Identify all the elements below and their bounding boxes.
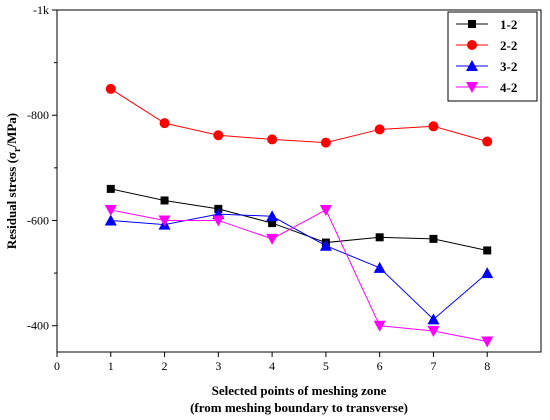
legend-items: 1-2 2-2 3-2 4-2 <box>456 17 517 95</box>
data-point-4-2-5 <box>319 204 332 216</box>
series-lines <box>104 83 494 348</box>
x-tick-label-6: 6 <box>377 359 383 373</box>
data-point-4-2-2 <box>158 215 171 227</box>
x-tick-label-8: 8 <box>484 359 490 373</box>
data-point-3-2-4 <box>266 210 279 222</box>
data-point-3-2-6 <box>373 261 386 273</box>
data-point-4-2-1 <box>104 204 117 216</box>
x-tick-label-3: 3 <box>215 359 221 373</box>
y-tick-label-400: -400 <box>27 319 49 333</box>
data-point-2-2-3 <box>213 130 224 141</box>
legend-label-3-2: 3-2 <box>500 59 517 74</box>
data-point-2-2-8 <box>482 136 493 147</box>
x-tick-label-1: 1 <box>108 359 114 373</box>
data-point-4-2-6 <box>373 320 386 332</box>
series-line-3-2 <box>110 213 488 321</box>
data-point-3-2-7 <box>427 313 440 325</box>
series-line-4-2 <box>110 209 488 342</box>
series-line-2-2 <box>110 88 488 144</box>
x-tick-label-2: 2 <box>162 359 168 373</box>
data-point-1-2-1 <box>106 184 115 193</box>
y-tick-label-1000: -1k <box>33 3 49 17</box>
x-tick-label-7: 7 <box>430 359 436 373</box>
data-point-2-2-2 <box>159 118 170 129</box>
legend-marker-2-2 <box>467 40 477 50</box>
y-axis-title-subscript: r <box>12 147 23 152</box>
data-point-1-2-6 <box>375 233 384 242</box>
data-point-2-2-1 <box>105 83 116 94</box>
axes: 0 1 2 3 4 5 6 7 8 -400 -600 -800 -1k <box>27 3 490 373</box>
legend-marker-1-2 <box>468 20 476 28</box>
data-point-2-2-7 <box>428 121 439 132</box>
data-point-1-2-8 <box>483 246 492 255</box>
data-point-2-2-5 <box>320 137 331 148</box>
data-point-4-2-7 <box>427 325 440 337</box>
x-tick-label-4: 4 <box>269 359 275 373</box>
legend-box <box>447 11 538 102</box>
data-point-1-2-7 <box>429 234 438 243</box>
legend: 1-2 2-2 3-2 4-2 <box>447 11 538 102</box>
x-axis-title-line1: Selected points of meshing zone <box>212 383 387 398</box>
data-point-2-2-4 <box>267 134 278 145</box>
legend-label-2-2: 2-2 <box>500 38 517 53</box>
y-tick-label-800: -800 <box>27 108 49 122</box>
data-point-1-2-2 <box>160 196 169 205</box>
y-axis-title-suffix: /MPa) <box>4 113 19 149</box>
data-point-4-2-4 <box>266 233 279 245</box>
legend-label-4-2: 4-2 <box>500 80 517 95</box>
y-tick-label-600: -600 <box>27 213 49 227</box>
series-line-1-2 <box>110 188 488 251</box>
plot-frame <box>56 9 542 353</box>
legend-marker-4-2 <box>466 82 478 93</box>
data-point-4-2-8 <box>481 336 494 348</box>
data-point-3-2-1 <box>104 214 117 226</box>
data-point-3-2-5 <box>319 239 332 251</box>
x-axis-title-line2: (from meshing boundary to transverse) <box>190 400 408 415</box>
y-axis-title-prefix: Residual stress (σ <box>4 152 19 249</box>
data-point-1-2-4 <box>268 219 277 228</box>
x-tick-label-5: 5 <box>323 359 329 373</box>
data-point-3-2-8 <box>481 267 494 279</box>
legend-marker-3-2 <box>466 60 478 71</box>
x-tick-label-0: 0 <box>54 359 60 373</box>
legend-label-1-2: 1-2 <box>500 17 517 32</box>
data-point-4-2-3 <box>212 215 225 227</box>
data-point-2-2-6 <box>374 124 385 135</box>
y-axis-title: Residual stress (σr/MPa) <box>4 113 23 249</box>
